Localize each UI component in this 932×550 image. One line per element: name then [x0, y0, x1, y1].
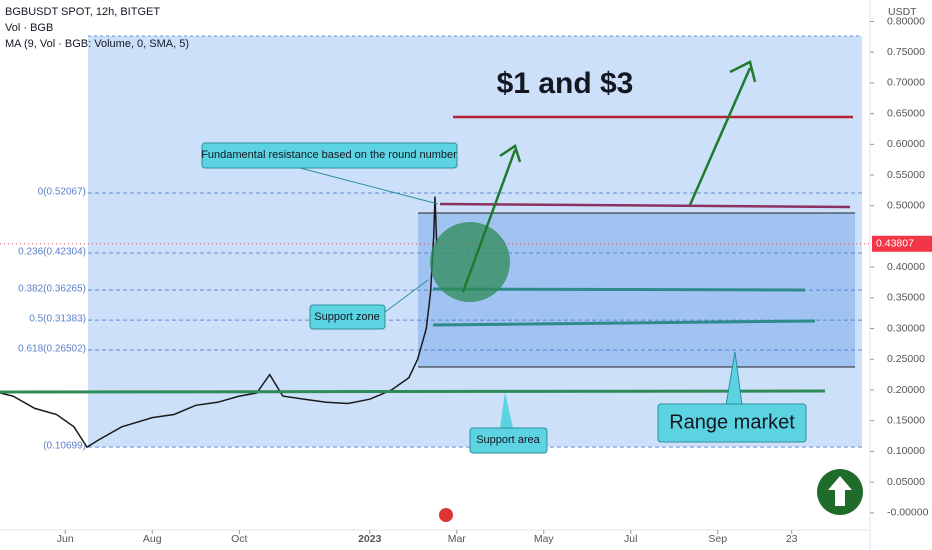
x-tick-label: 2023	[358, 533, 382, 545]
event-icon	[439, 508, 453, 522]
callout-pointer	[500, 392, 513, 428]
x-tick-label: May	[534, 533, 555, 545]
y-tick-label: 0.25000	[887, 353, 925, 365]
callout-text: Range market	[669, 411, 795, 433]
callout-text: Fundamental resistance based on the roun…	[201, 149, 457, 161]
fib-label: (0.10699)	[43, 441, 86, 452]
last-price-tag	[872, 235, 932, 252]
fib-label: 0.236(0.42304)	[18, 247, 86, 258]
fib-label: 0.382(0.36265)	[18, 284, 86, 295]
callout-pointer	[299, 167, 439, 205]
support-circle	[430, 222, 510, 302]
callout	[469, 427, 548, 454]
y-tick-label: 0.30000	[887, 322, 925, 334]
y-tick-label: 0.75000	[887, 46, 925, 58]
y-tick-label: 0.80000	[887, 15, 925, 27]
price-line	[0, 196, 438, 449]
callout	[309, 304, 386, 330]
x-tick-label: Oct	[231, 533, 247, 545]
y-tick-label: 0.05000	[887, 476, 925, 488]
targets-text: $1 and $3	[497, 67, 634, 100]
resistance-line	[439, 202, 851, 209]
title: BGBUSDT SPOT, 12h, BITGET	[5, 6, 160, 18]
x-tick-label: Mar	[448, 533, 467, 545]
x-tick-label: Jul	[624, 533, 637, 545]
callout-text: Support zone	[314, 311, 379, 323]
y-tick-label: 0.50000	[887, 200, 925, 212]
up-icon-arrow	[828, 476, 852, 506]
callout-text: Support area	[476, 434, 540, 446]
y-tick-label: 0.40000	[887, 261, 925, 273]
callout	[201, 142, 458, 169]
y-tick-label: 0.35000	[887, 292, 925, 304]
y-tick-label: 0.70000	[887, 77, 925, 89]
callout	[657, 403, 807, 443]
callout-pointer	[384, 279, 429, 313]
zone-line	[432, 319, 816, 327]
x-tick-label: Aug	[143, 533, 162, 545]
arrows	[461, 60, 757, 293]
fib-label: 0.5(0.31383)	[29, 314, 86, 325]
y-tick-label: 0.65000	[887, 107, 925, 119]
y-tick-label: 0.60000	[887, 138, 925, 150]
x-tick-label: Sep	[708, 533, 727, 545]
indicator: MA (9, Vol · BGB: Volume, 0, SMA, 5)	[5, 38, 189, 50]
x-tick-label: Jun	[57, 533, 74, 545]
axis-unit: USDT	[888, 6, 917, 18]
fib-label: 0.618(0.26502)	[18, 344, 86, 355]
y-tick-label: -0.00000	[887, 507, 929, 519]
last-price-label: 0.43807	[876, 238, 914, 250]
x-tick-label: 23	[786, 533, 798, 545]
indicator: Vol · BGB	[5, 22, 53, 34]
fib-label: 0(0.52067)	[38, 187, 86, 198]
y-tick-label: 0.15000	[887, 414, 925, 426]
y-tick-label: 0.55000	[887, 169, 925, 181]
support-line	[0, 389, 826, 394]
y-tick-label: 0.20000	[887, 384, 925, 396]
y-tick-label: 0.10000	[887, 445, 925, 457]
